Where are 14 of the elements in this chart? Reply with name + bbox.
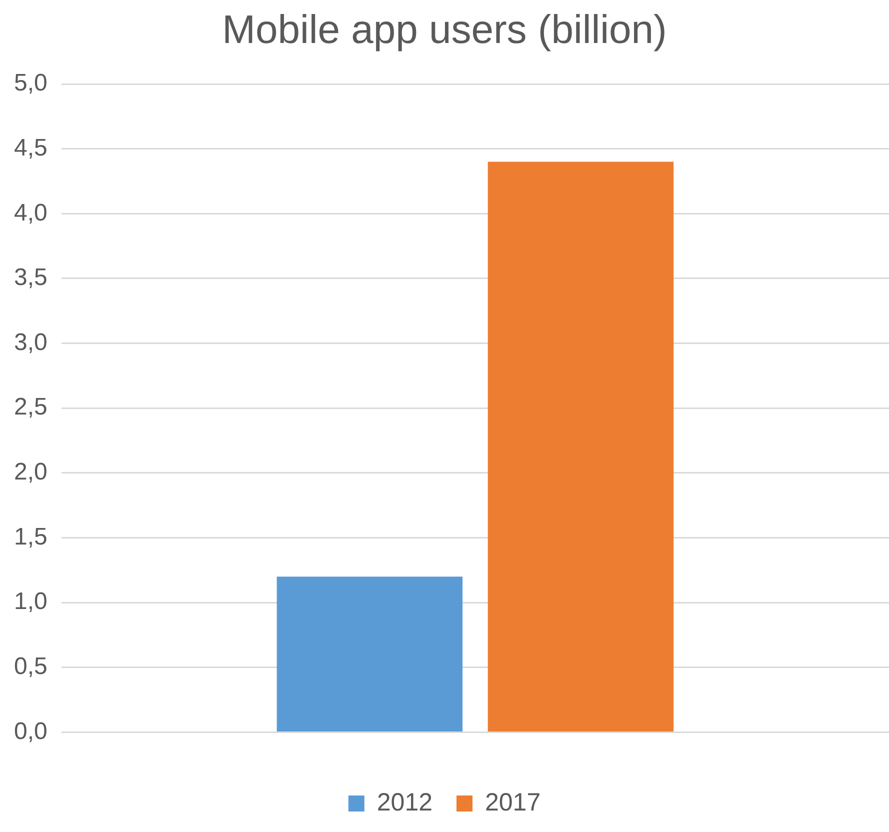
legend-label: 2012 [376,788,433,816]
y-tick-label: 4,0 [14,199,48,226]
y-tick-label: 2,5 [14,394,48,421]
legend-label: 2017 [485,788,541,816]
y-tick-label: 5,0 [14,70,48,97]
y-tick-label: 0,0 [14,718,48,745]
y-tick-label: 1,0 [14,588,48,616]
y-tick-label: 3,5 [14,264,48,292]
y-tick-label: 1,5 [14,523,48,550]
y-tick-label: 2,0 [14,458,48,486]
chart-title: Mobile app users (billion) [222,8,667,52]
y-tick-label: 4,5 [14,134,48,162]
y-tick-label: 3,0 [14,328,48,356]
y-tick-label: 0,5 [14,653,48,680]
